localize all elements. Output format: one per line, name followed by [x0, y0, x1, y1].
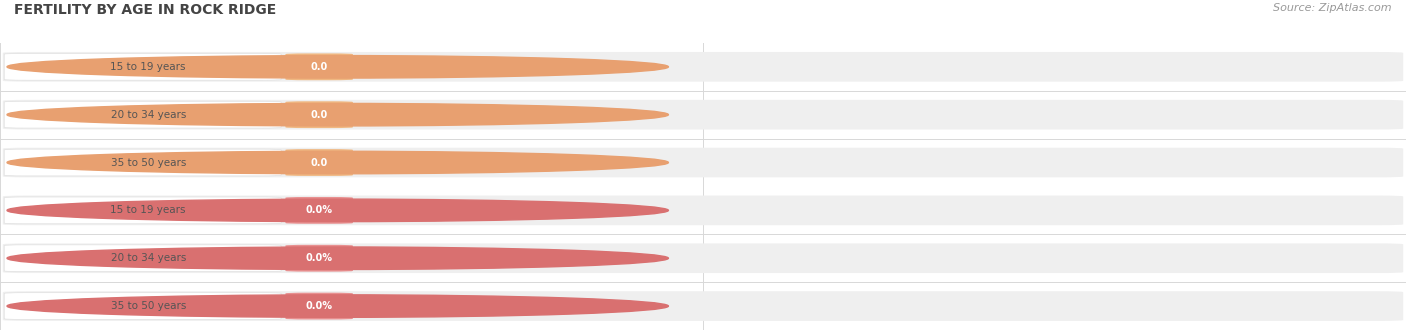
- FancyBboxPatch shape: [3, 148, 1403, 177]
- Circle shape: [7, 199, 668, 222]
- Text: 35 to 50 years: 35 to 50 years: [111, 157, 186, 168]
- FancyBboxPatch shape: [4, 101, 281, 128]
- Text: Source: ZipAtlas.com: Source: ZipAtlas.com: [1274, 3, 1392, 13]
- FancyBboxPatch shape: [285, 293, 353, 319]
- FancyBboxPatch shape: [4, 53, 281, 80]
- FancyBboxPatch shape: [3, 52, 1403, 82]
- Text: 0.0%: 0.0%: [305, 301, 333, 311]
- Text: 15 to 19 years: 15 to 19 years: [111, 62, 186, 72]
- FancyBboxPatch shape: [4, 149, 281, 176]
- FancyBboxPatch shape: [4, 293, 281, 319]
- Text: FERTILITY BY AGE IN ROCK RIDGE: FERTILITY BY AGE IN ROCK RIDGE: [14, 3, 277, 17]
- Text: 20 to 34 years: 20 to 34 years: [111, 110, 186, 120]
- Circle shape: [7, 151, 668, 174]
- FancyBboxPatch shape: [285, 101, 353, 128]
- Text: 20 to 34 years: 20 to 34 years: [111, 253, 186, 263]
- FancyBboxPatch shape: [285, 149, 353, 176]
- FancyBboxPatch shape: [285, 53, 353, 80]
- Circle shape: [7, 247, 668, 270]
- FancyBboxPatch shape: [3, 291, 1403, 321]
- FancyBboxPatch shape: [4, 197, 281, 224]
- Text: 0.0%: 0.0%: [305, 205, 333, 215]
- FancyBboxPatch shape: [3, 244, 1403, 273]
- FancyBboxPatch shape: [3, 100, 1403, 129]
- Text: 0.0: 0.0: [311, 157, 328, 168]
- FancyBboxPatch shape: [3, 196, 1403, 225]
- Text: 0.0: 0.0: [311, 110, 328, 120]
- Circle shape: [7, 55, 668, 78]
- FancyBboxPatch shape: [4, 245, 281, 272]
- Text: 15 to 19 years: 15 to 19 years: [111, 205, 186, 215]
- Circle shape: [7, 295, 668, 317]
- FancyBboxPatch shape: [285, 245, 353, 272]
- Circle shape: [7, 103, 668, 126]
- Text: 0.0: 0.0: [311, 62, 328, 72]
- Text: 35 to 50 years: 35 to 50 years: [111, 301, 186, 311]
- Text: 0.0%: 0.0%: [305, 253, 333, 263]
- FancyBboxPatch shape: [285, 197, 353, 224]
